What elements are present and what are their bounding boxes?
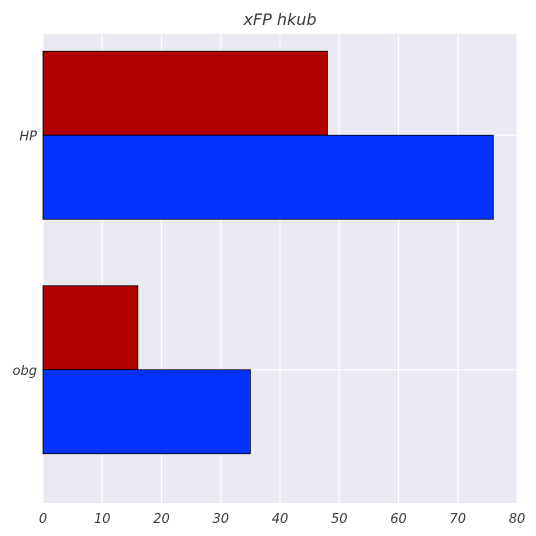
x-tick-label: 80 xyxy=(509,512,526,527)
bar-hp-series-2 xyxy=(42,134,494,220)
bars xyxy=(42,50,494,455)
chart-title: xFP hkub xyxy=(242,10,316,29)
bar-obg-series-1 xyxy=(42,285,139,371)
x-tick-label: 10 xyxy=(94,512,111,527)
x-tick-label: 0 xyxy=(39,512,47,527)
x-tick-label: 70 xyxy=(449,512,466,527)
x-tick-labels: 0 10 20 30 40 50 60 70 80 xyxy=(39,512,525,527)
x-tick-label: 20 xyxy=(153,512,170,527)
x-tick-label: 30 xyxy=(212,512,229,527)
x-tick-label: 40 xyxy=(272,512,289,527)
bar-hp-series-1 xyxy=(42,50,328,136)
bar-obg-series-2 xyxy=(42,369,251,455)
x-tick-label: 60 xyxy=(390,512,407,527)
y-tick-label: obg xyxy=(13,364,37,379)
x-tick-label: 50 xyxy=(331,512,348,527)
y-tick-labels: HP obg xyxy=(13,129,38,379)
y-tick-label: HP xyxy=(19,129,37,144)
